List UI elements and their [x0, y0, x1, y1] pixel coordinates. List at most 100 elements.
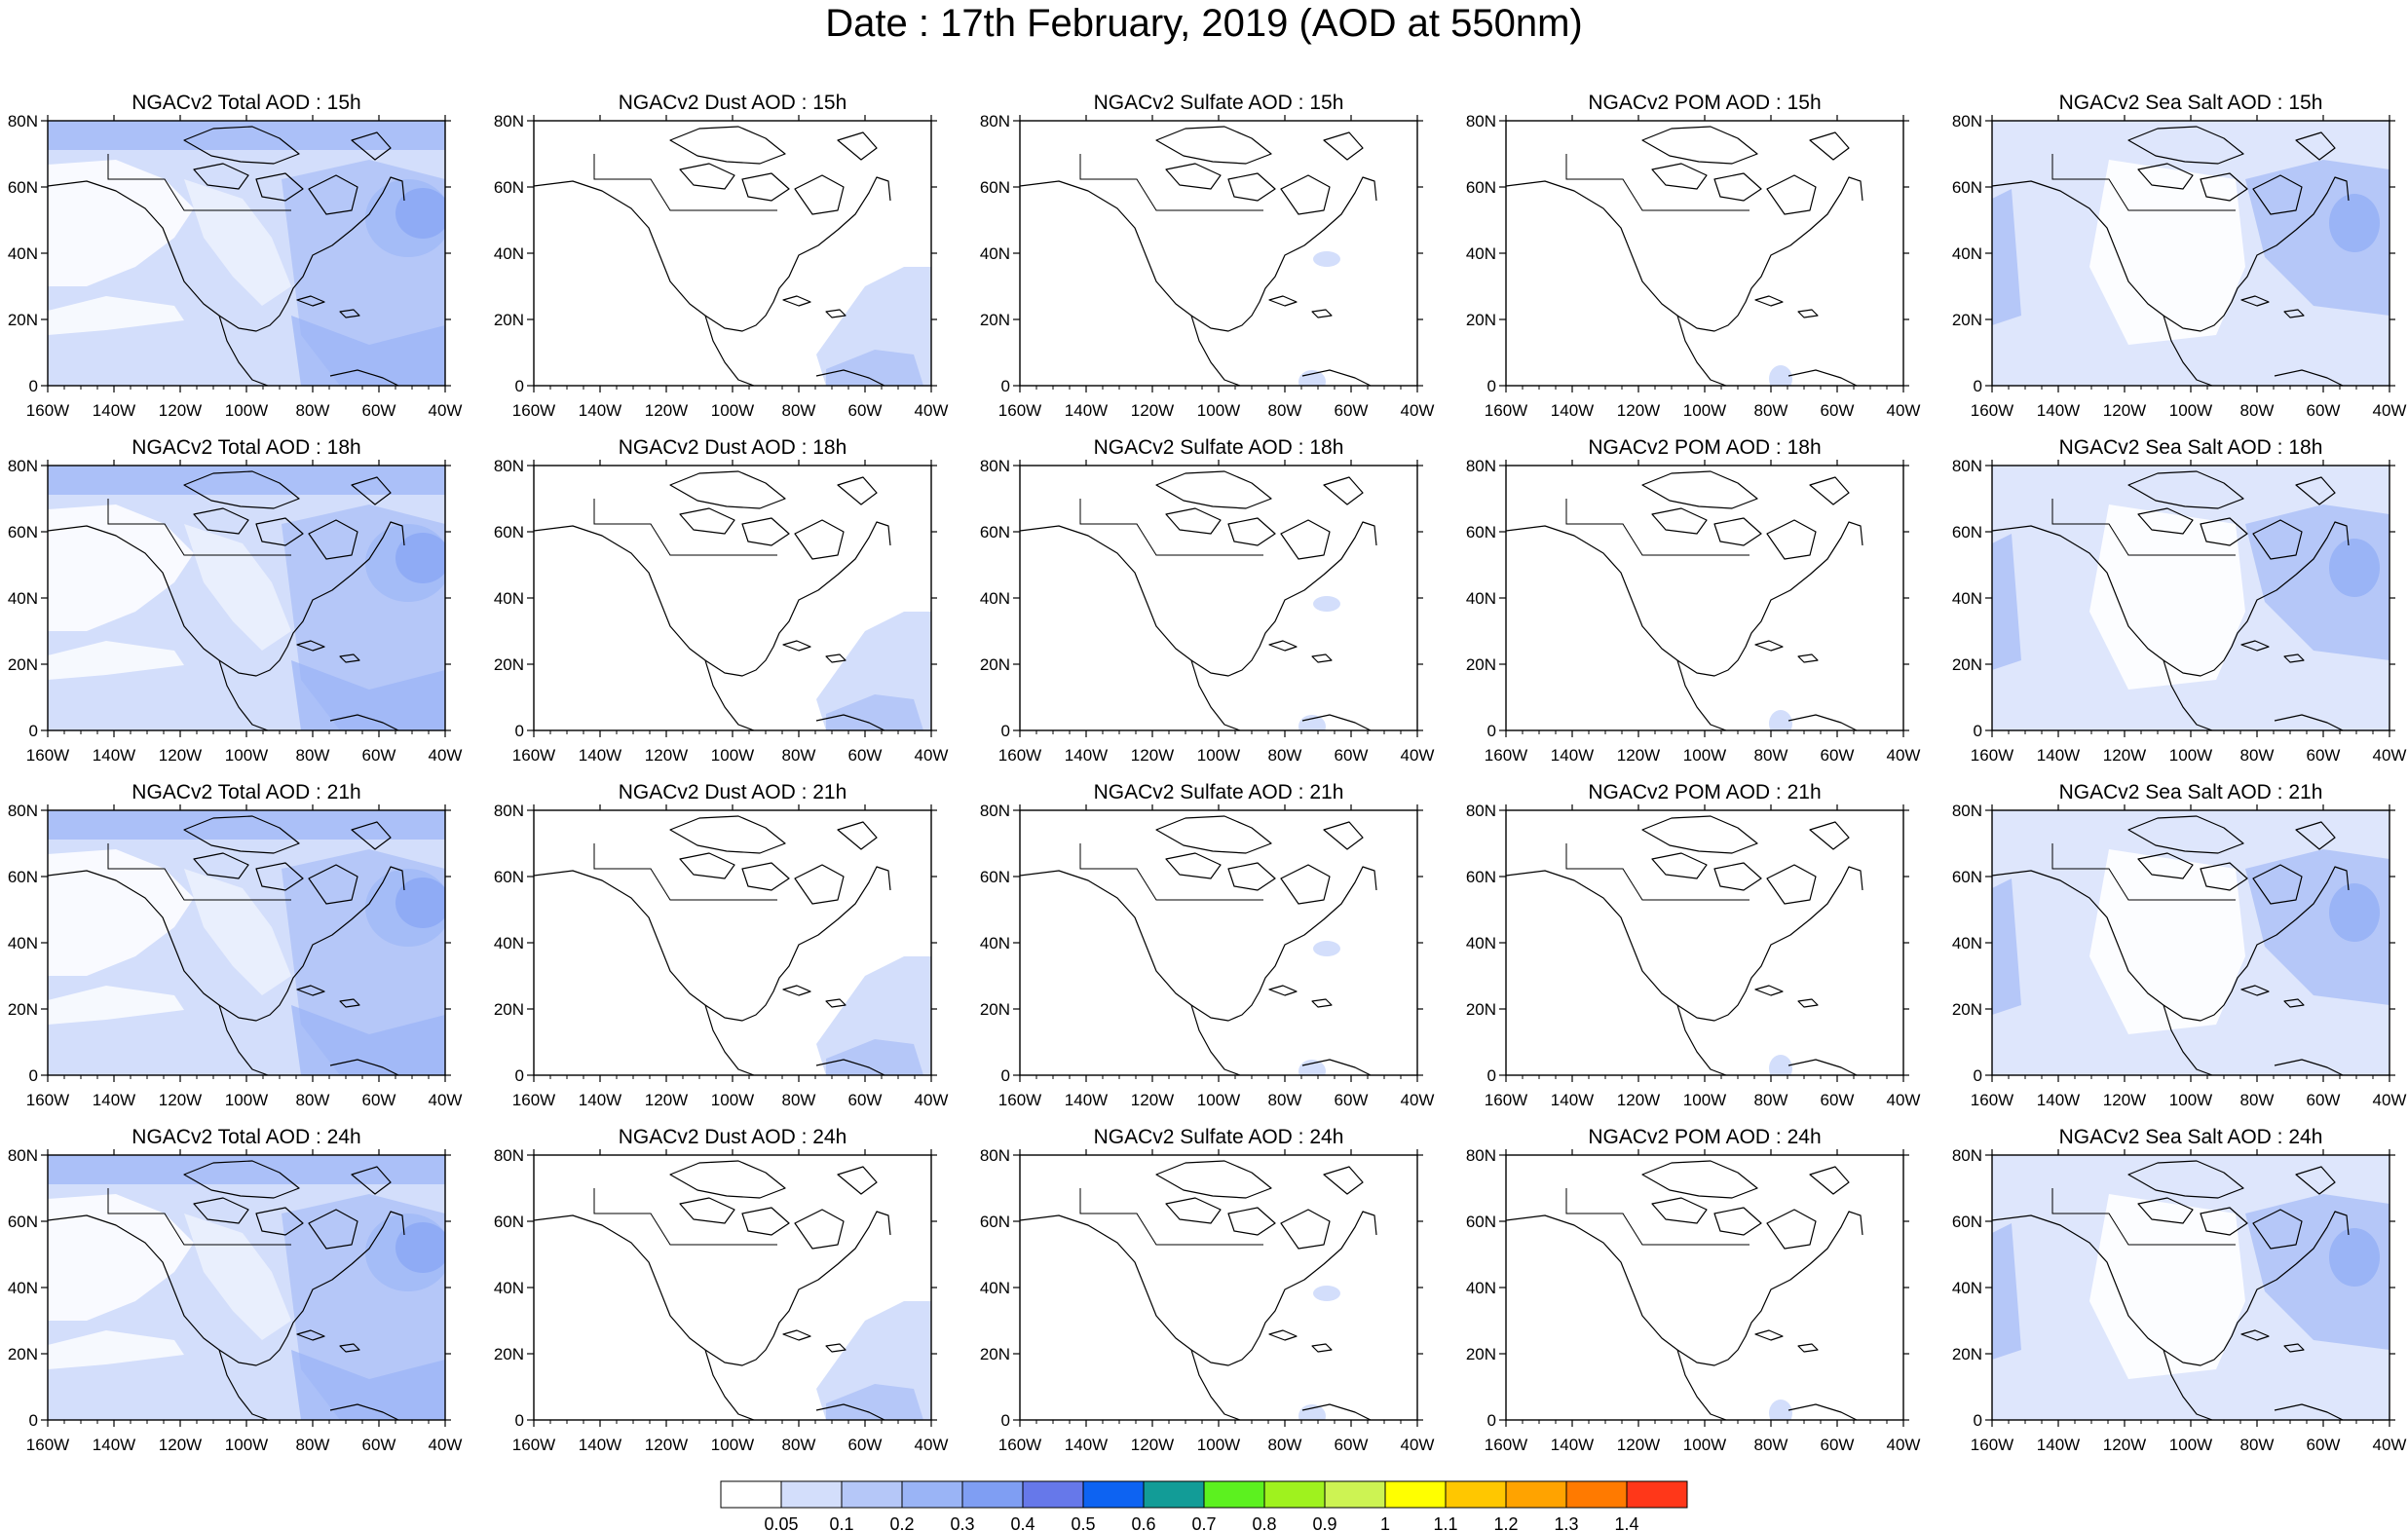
panel-title: NGACv2 Sea Salt AOD : 24h	[2059, 1126, 2323, 1148]
map-panel: NGACv2 Sea Salt AOD : 21h 160W 140W 120W 100…	[1952, 781, 2407, 1109]
political-border	[2051, 154, 2236, 211]
panel-title: NGACv2 Sea Salt AOD : 18h	[2059, 436, 2323, 459]
coastline	[183, 1160, 300, 1199]
y-tick-label: 60N	[1466, 178, 1496, 197]
coastline	[1165, 852, 1222, 879]
panel-title: NGACv2 Sulfate AOD : 21h	[1094, 781, 1344, 803]
colorbar-label: 0.6	[1131, 1514, 1155, 1531]
y-tick-label: 20N	[494, 655, 524, 674]
aod-shading	[48, 121, 445, 150]
map-panel: NGACv2 Total AOD : 24h 160W 140W 120W 100W 80…	[8, 1126, 463, 1454]
aod-shading	[1769, 710, 1792, 730]
coastline	[255, 1207, 304, 1236]
y-tick-label: 40N	[1952, 589, 1982, 608]
x-tick-label: 140W	[1551, 1091, 1594, 1109]
coastline	[308, 519, 358, 560]
coastline	[1280, 519, 1331, 560]
colorbar-swatch	[720, 1480, 782, 1509]
y-tick-label: 60N	[980, 523, 1010, 541]
coastline	[2127, 126, 2244, 165]
y-tick-label: 80N	[1466, 1146, 1496, 1165]
y-tick-label: 80N	[8, 1146, 38, 1165]
y-tick-label: 40N	[8, 244, 38, 263]
x-tick-label: 80W	[1268, 1091, 1302, 1109]
panel-title: NGACv2 Total AOD : 21h	[132, 781, 360, 803]
coastline	[1323, 821, 1364, 850]
coastline	[1713, 862, 1762, 891]
coastline	[2240, 985, 2270, 996]
y-tick-label: 0	[1974, 722, 1982, 740]
x-tick-label: 60W	[2307, 1091, 2341, 1109]
coastline	[2240, 1329, 2270, 1341]
x-tick-label: 80W	[296, 401, 330, 420]
coastline	[1797, 309, 1819, 318]
coastline	[2295, 476, 2336, 505]
coastline	[1766, 174, 1817, 215]
panel-title: NGACv2 Sea Salt AOD : 15h	[2059, 92, 2323, 114]
y-tick-label: 20N	[980, 1345, 1010, 1363]
y-tick-label: 40N	[8, 589, 38, 608]
political-border	[2051, 843, 2236, 901]
colorbar-label: 0.3	[950, 1514, 974, 1531]
coastline	[1809, 1166, 1850, 1195]
y-tick-label: 0	[29, 722, 38, 740]
map-panel: NGACv2 Dust AOD : 24h 160W 140W 120W 100W 80W…	[494, 1126, 949, 1454]
y-tick-label: 40N	[1952, 244, 1982, 263]
y-tick-label: 60N	[1952, 523, 1982, 541]
coastline	[1311, 309, 1333, 318]
coastline	[1301, 1403, 1372, 1420]
coastline	[679, 163, 735, 190]
coastline	[1651, 1197, 1708, 1224]
y-tick-label: 20N	[1466, 311, 1496, 329]
x-tick-label: 40W	[1401, 401, 1435, 420]
coastline	[218, 1004, 269, 1075]
y-tick-label: 60N	[8, 178, 38, 197]
x-tick-label: 140W	[2037, 401, 2080, 420]
coastline	[308, 1209, 358, 1250]
coastline	[1280, 864, 1331, 905]
aod-shading	[291, 660, 445, 730]
coastline	[1165, 163, 1222, 190]
x-tick-label: 120W	[645, 746, 688, 765]
coastline	[669, 470, 786, 509]
y-tick-label: 40N	[494, 589, 524, 608]
x-tick-label: 120W	[1131, 746, 1174, 765]
coastline	[837, 131, 878, 161]
y-tick-label: 0	[1001, 377, 1010, 395]
x-tick-label: 160W	[512, 1091, 555, 1109]
coastline	[825, 1343, 847, 1353]
x-tick-label: 60W	[1335, 1091, 1369, 1109]
aod-shading	[1298, 1060, 1326, 1075]
y-tick-label: 80N	[8, 112, 38, 131]
x-tick-label: 100W	[1683, 746, 1726, 765]
political-border	[1079, 499, 1263, 556]
aod-shading	[365, 179, 445, 257]
map-panel: NGACv2 Dust AOD : 21h 160W 140W 120W 100W 80W…	[494, 781, 949, 1109]
y-tick-label: 60N	[1952, 1213, 1982, 1231]
aod-shading	[48, 1194, 194, 1321]
coastline	[2252, 519, 2303, 560]
coastline	[741, 172, 790, 202]
y-tick-label: 0	[515, 377, 524, 395]
coastline	[782, 985, 811, 996]
political-border	[1079, 154, 1263, 211]
coastline	[1809, 131, 1850, 161]
aod-shading	[48, 810, 445, 840]
aod-shading	[48, 849, 194, 976]
colorbar-label: 0.05	[764, 1514, 798, 1531]
coastline	[255, 517, 304, 546]
coastline	[2240, 640, 2270, 652]
colorbar-label: 0.7	[1191, 1514, 1216, 1531]
y-tick-label: 60N	[494, 523, 524, 541]
x-tick-label: 160W	[1485, 401, 1527, 420]
y-tick-label: 60N	[494, 868, 524, 886]
aod-shading	[826, 1039, 923, 1075]
figure-title: Date : 17th February, 2019 (AOD at 550nm…	[825, 2, 1583, 45]
x-tick-label: 80W	[782, 1436, 816, 1454]
colorbar-swatch	[780, 1480, 843, 1509]
coastline	[1992, 176, 2350, 332]
x-tick-label: 140W	[1551, 1436, 1594, 1454]
x-tick-label: 120W	[1131, 1436, 1174, 1454]
x-tick-label: 80W	[296, 746, 330, 765]
y-tick-label: 0	[1974, 377, 1982, 395]
